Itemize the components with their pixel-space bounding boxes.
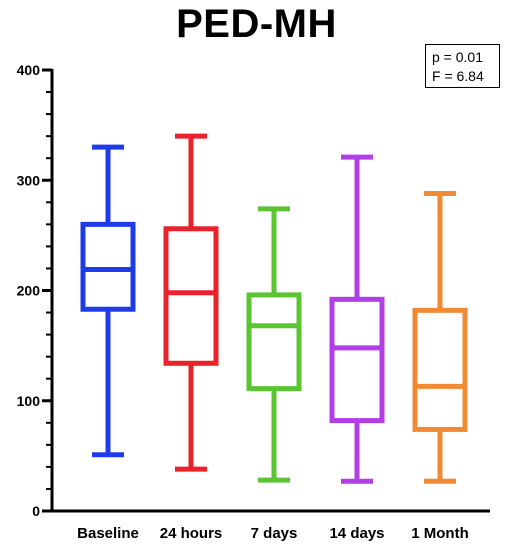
axes: 0 100 200 300 400 xyxy=(17,62,490,519)
y-tick-label: 400 xyxy=(17,62,41,78)
stats-annotation-box: p = 0.01 F = 6.84 xyxy=(425,44,500,88)
iqr-box xyxy=(246,292,302,392)
y-tick-label: 100 xyxy=(17,393,41,409)
boxes xyxy=(80,133,468,484)
category-label: 14 days xyxy=(329,525,384,542)
y-tick-label: 300 xyxy=(17,172,41,188)
category-labels: Baseline 24 hours 7 days 14 days 1 Month xyxy=(77,525,469,542)
box-baseline xyxy=(80,144,136,458)
box-14-days xyxy=(329,154,385,484)
chart-title: PED-MH xyxy=(176,2,337,46)
f-value-text: F = 6.84 xyxy=(432,68,484,84)
box-24-hours xyxy=(163,133,219,472)
category-label: 24 hours xyxy=(160,525,223,542)
iqr-box xyxy=(412,307,468,432)
iqr-box xyxy=(329,296,385,424)
iqr-box xyxy=(80,221,136,312)
y-tick-label: 0 xyxy=(32,503,40,519)
y-tick-label: 200 xyxy=(17,283,41,299)
category-label: Baseline xyxy=(77,525,139,542)
box-7-days xyxy=(246,206,302,483)
category-label: 7 days xyxy=(251,525,298,542)
p-value-text: p = 0.01 xyxy=(432,49,483,65)
iqr-box xyxy=(163,226,219,366)
category-label: 1 Month xyxy=(411,525,469,542)
box-1-month xyxy=(412,190,468,484)
